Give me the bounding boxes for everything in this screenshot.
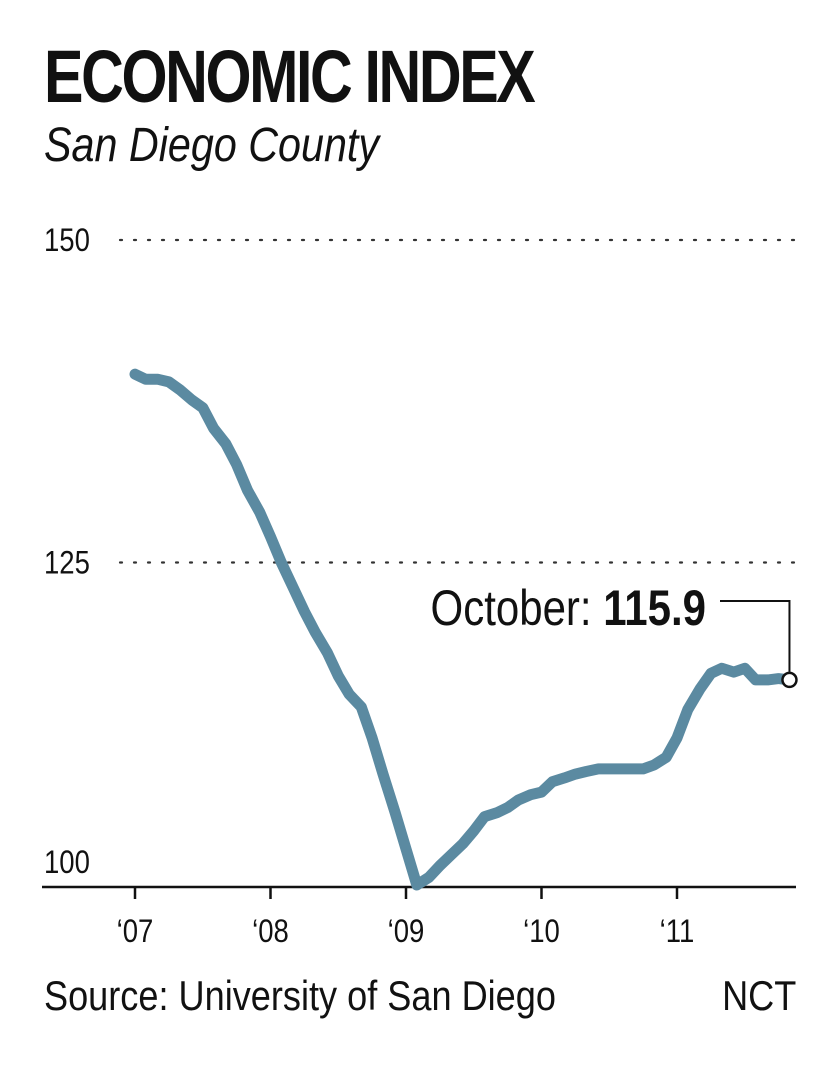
series-line [129, 368, 795, 891]
x-tick-label-2009: ‘09 [388, 914, 425, 949]
x-tick-label-2008: ‘08 [252, 914, 289, 949]
chart-subtitle: San Diego County [44, 119, 380, 172]
x-tick-label-2010: ‘10 [523, 914, 560, 949]
y-tick-labels: 100 125 150 [44, 223, 90, 880]
y-tick-label-125: 125 [44, 546, 90, 581]
chart-title: ECONOMIC INDEX [44, 35, 536, 118]
annotation-label: October: 115.9 [431, 580, 706, 636]
x-tick-label-2007: ‘07 [117, 914, 154, 949]
annotation-leader-line [720, 600, 791, 672]
line-chart: 100 125 150 ‘07 ‘08 ‘09 ‘10 ‘11 October: 115.9 [42, 223, 798, 950]
y-tick-label-150: 150 [44, 223, 90, 258]
x-tick-label-2011: ‘11 [660, 914, 695, 949]
source-note: Source: University of San Diego [44, 972, 556, 1019]
annotation-value: 115.9 [603, 580, 706, 636]
annotation-month: October: [431, 580, 604, 636]
x-ticks: ‘07 ‘08 ‘09 ‘10 ‘11 [117, 887, 695, 950]
y-tick-label-100: 100 [44, 845, 90, 880]
gridlines [118, 238, 798, 564]
end-point-marker [781, 671, 798, 689]
credit-note: NCT [721, 972, 796, 1019]
